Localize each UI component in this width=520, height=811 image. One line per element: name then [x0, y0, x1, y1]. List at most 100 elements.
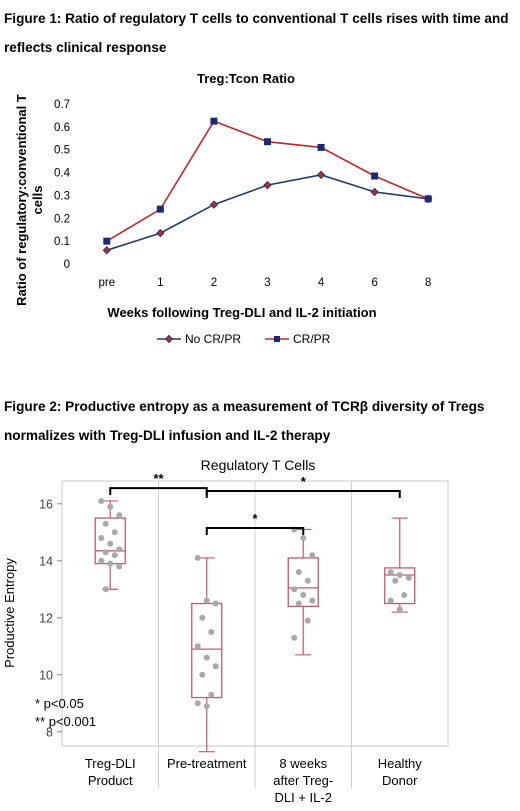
significance-note: ** p<0.001 — [35, 714, 96, 729]
figure2-caption-line2: normalizes with Treg-DLI infusion and IL… — [4, 428, 331, 443]
chart1-point — [210, 117, 218, 125]
chart1-point — [103, 237, 111, 245]
chart1-legend-label: No CR/PR — [185, 332, 241, 346]
data-point — [111, 552, 118, 559]
significance-label: * — [301, 474, 307, 489]
chart1-xtick-label: pre — [98, 277, 115, 289]
chart2-significance-notes: * p<0.05 ** p<0.001 — [35, 696, 96, 729]
chart2-ytick-label: 10 — [39, 668, 53, 682]
box-iqr — [191, 602, 223, 699]
chart1-point — [156, 205, 164, 213]
chart1-ytick-label: 0.3 — [54, 190, 70, 202]
data-point — [300, 534, 307, 541]
chart1-point — [102, 246, 111, 255]
data-point — [102, 586, 109, 593]
data-point — [111, 529, 118, 536]
chart1-xlabel: Weeks following Treg-DLI and IL-2 initia… — [107, 305, 376, 320]
data-point — [387, 569, 394, 576]
chart2-ylabel: Productive Entropy — [2, 558, 17, 668]
chart1-point — [209, 200, 219, 209]
data-point — [405, 574, 412, 581]
chart1-series — [102, 117, 433, 255]
data-point — [300, 591, 307, 598]
chart1-xtick-label: 1 — [157, 277, 163, 289]
chart1-ytick-label: 0.2 — [54, 213, 70, 225]
chart1-ytick-label: 0.6 — [54, 122, 70, 134]
chart1-x-ticks: pre 1 2 3 4 6 8 — [98, 277, 431, 289]
data-point — [194, 643, 201, 650]
chart1-xtick-label: 3 — [264, 277, 270, 289]
chart1-legend-label: CR/PR — [293, 332, 331, 346]
data-point — [98, 557, 105, 564]
chart1-point — [317, 143, 325, 151]
data-point — [203, 654, 210, 661]
data-point — [212, 663, 219, 670]
data-point — [116, 546, 123, 553]
category-label: Product — [88, 773, 133, 788]
data-point — [102, 520, 109, 527]
data-point — [392, 577, 399, 584]
figure2-caption-line1: Figure 2: Productive entropy as a measur… — [4, 399, 485, 414]
category-label: 8 weeks — [279, 756, 327, 771]
chart1-legend-marker — [164, 334, 174, 344]
data-point — [309, 597, 316, 604]
data-point — [387, 597, 394, 604]
chart2-ytick-label: 8 — [46, 725, 53, 739]
chart1-ytick-label: 0.5 — [54, 145, 70, 157]
chart1-xtick-label: 6 — [371, 277, 377, 289]
chart2-ytick-label: 12 — [39, 611, 53, 625]
data-point — [291, 634, 298, 641]
category-label: DLI + IL-2 — [275, 790, 332, 805]
chart2-title: Regulatory T Cells — [201, 457, 316, 473]
data-point — [401, 591, 408, 598]
chart1-ytick-label: 0.4 — [54, 168, 71, 180]
chart1-legend-marker — [274, 336, 280, 342]
data-point — [107, 503, 114, 510]
data-point — [396, 606, 403, 613]
chart2-ytick-label: 14 — [39, 554, 53, 568]
data-point — [295, 569, 302, 576]
chart1-ytick-label: 0 — [64, 259, 70, 271]
chart2-group-dividers — [158, 481, 352, 788]
figure2-caption: Figure 2: Productive entropy as a measur… — [4, 392, 516, 450]
data-point — [208, 691, 215, 698]
chart1-xtick-label: 8 — [425, 277, 431, 289]
figure1-caption-line2: reflects clinical response — [4, 40, 167, 55]
data-point — [309, 552, 316, 559]
category-label: Donor — [382, 773, 418, 788]
chart1-point — [263, 180, 272, 190]
data-point — [194, 700, 201, 707]
data-point — [116, 563, 123, 570]
category-label: Pre-treatment — [167, 756, 247, 771]
chart1-point — [371, 172, 379, 180]
chart1-y-ticks: 0 0.1 0.2 0.3 0.4 0.5 0.6 0.7 — [54, 99, 71, 271]
chart1-ytick-label: 0.7 — [54, 99, 70, 111]
data-point — [102, 549, 109, 556]
chart1-legend: No CR/PR CR/PR — [157, 332, 331, 346]
significance-bracket — [205, 489, 401, 498]
data-point — [208, 629, 215, 636]
data-point — [203, 703, 210, 710]
data-point — [199, 614, 206, 621]
chart2-ytick-label: 16 — [39, 497, 53, 511]
significance-note: * p<0.05 — [35, 696, 84, 711]
category-label: after Treg- — [273, 773, 333, 788]
chart1-point — [370, 187, 379, 197]
chart2-significance-brackets: ** ** — [109, 471, 401, 536]
significance-label: * — [252, 511, 258, 526]
data-point — [199, 671, 206, 678]
treg-tcon-line-chart: Treg:Tcon Ratio 0 0.1 0.2 0.3 0.4 0.5 0.6 0.7 p… — [14, 71, 433, 346]
data-point — [107, 560, 114, 567]
data-point — [396, 572, 403, 579]
data-point — [203, 597, 210, 604]
chart1-ylabel-line2: cells — [30, 186, 45, 215]
chart1-point — [424, 195, 432, 203]
figure1-caption-line1: Figure 1: Ratio of regulatory T cells to… — [4, 11, 509, 26]
box-iqr — [287, 557, 319, 608]
chart2-y-ticks: 8 10 12 14 16 — [39, 497, 62, 739]
data-point — [98, 534, 105, 541]
data-point — [98, 497, 105, 504]
chart1-ytick-label: 0.1 — [54, 236, 70, 248]
chart2-category-labels: Treg-DLI Product Pre-treatment 8 weeks after… — [85, 756, 422, 805]
